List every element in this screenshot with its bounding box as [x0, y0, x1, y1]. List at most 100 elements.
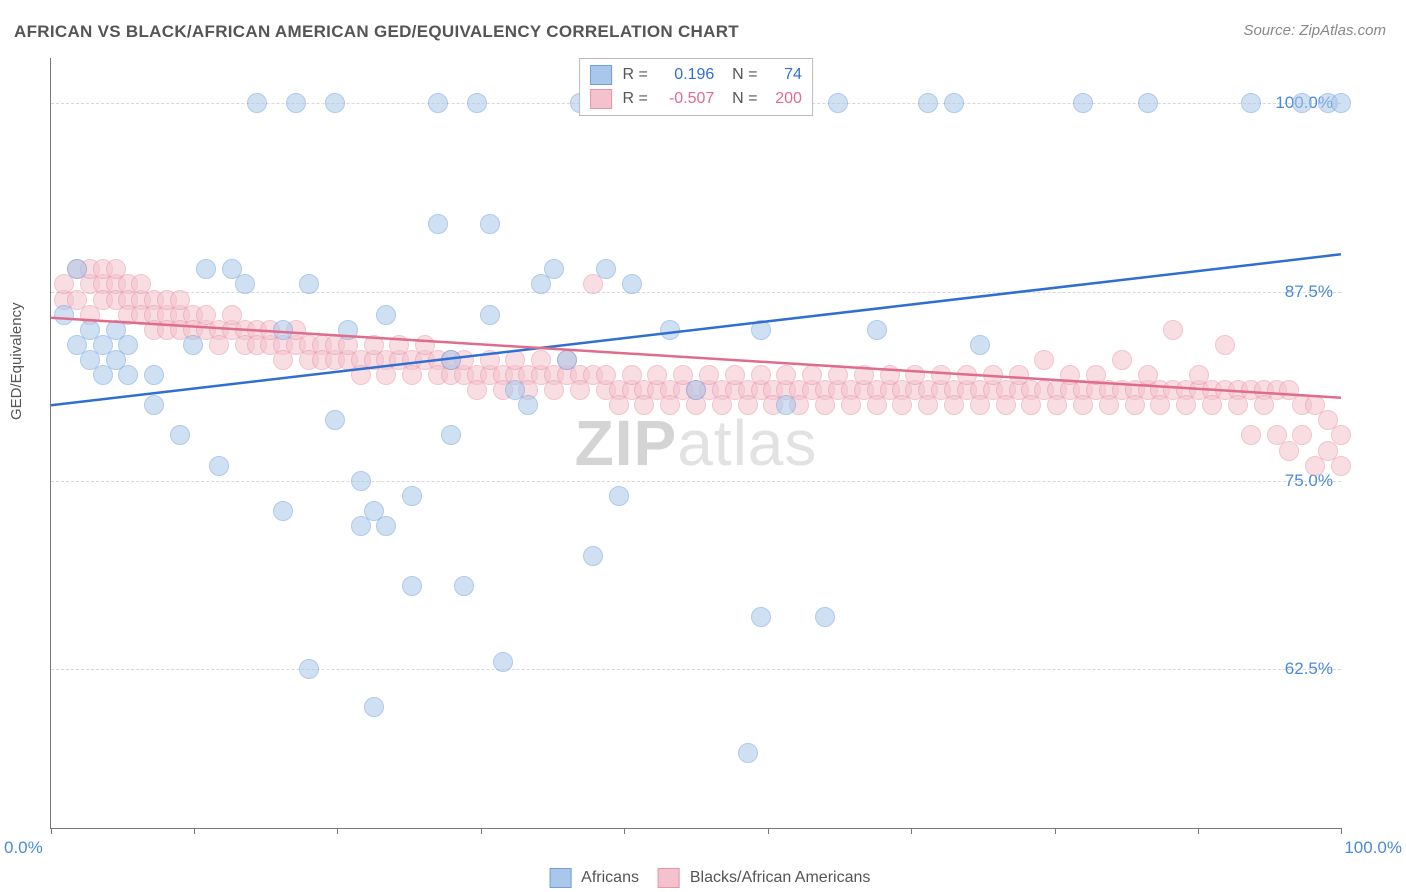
x-tick-mark [1198, 828, 1199, 834]
scatter-point-blacks [1034, 350, 1054, 370]
scatter-point-africans [273, 501, 293, 521]
scatter-point-africans [376, 305, 396, 325]
scatter-point-africans [518, 395, 538, 415]
swatch-blacks [590, 89, 612, 109]
scatter-point-africans [235, 274, 255, 294]
scatter-point-africans [1138, 93, 1158, 113]
scatter-point-africans [970, 335, 990, 355]
scatter-point-africans [751, 607, 771, 627]
n-value-blacks: 200 [762, 87, 802, 111]
scatter-point-africans [815, 607, 835, 627]
scatter-point-africans [441, 425, 461, 445]
scatter-point-blacks [1331, 456, 1351, 476]
scatter-point-africans [286, 93, 306, 113]
scatter-point-africans [273, 320, 293, 340]
scatter-point-africans [209, 456, 229, 476]
x-tick-end: 100.0% [1344, 838, 1402, 858]
scatter-point-africans [338, 320, 358, 340]
swatch-africans [590, 65, 612, 85]
chart-source: Source: ZipAtlas.com [1243, 22, 1386, 39]
scatter-point-africans [480, 214, 500, 234]
scatter-point-africans [441, 350, 461, 370]
scatter-point-blacks [1163, 320, 1183, 340]
scatter-point-africans [299, 274, 319, 294]
y-axis-label: GED/Equivalency [8, 302, 25, 420]
scatter-point-blacks [1241, 425, 1261, 445]
n-value-africans: 74 [762, 63, 802, 87]
scatter-point-africans [144, 395, 164, 415]
n-label: N = [732, 63, 757, 87]
scatter-point-africans [454, 576, 474, 596]
scatter-point-africans [480, 305, 500, 325]
chart-title: AFRICAN VS BLACK/AFRICAN AMERICAN GED/EQ… [14, 22, 739, 42]
scatter-point-africans [751, 320, 771, 340]
scatter-point-africans [196, 259, 216, 279]
x-tick-mark [194, 828, 195, 834]
scatter-point-africans [247, 93, 267, 113]
scatter-point-africans [325, 93, 345, 113]
plot-area: ZIPatlas R = 0.196 N = 74 R = -0.507 N =… [50, 58, 1341, 829]
x-tick-mark [624, 828, 625, 834]
scatter-point-africans [622, 274, 642, 294]
scatter-point-africans [467, 93, 487, 113]
scatter-point-africans [376, 516, 396, 536]
scatter-point-africans [351, 471, 371, 491]
scatter-point-africans [544, 259, 564, 279]
scatter-point-africans [144, 365, 164, 385]
swatch-blacks [657, 868, 679, 888]
gridline [51, 481, 1341, 482]
x-tick-mark [481, 828, 482, 834]
scatter-point-blacks [1331, 425, 1351, 445]
scatter-point-africans [67, 259, 87, 279]
scatter-point-africans [776, 395, 796, 415]
scatter-point-africans [1292, 93, 1312, 113]
n-label: N = [732, 87, 757, 111]
trend-lines-layer [51, 58, 1341, 828]
legend-row-africans: R = 0.196 N = 74 [590, 63, 802, 87]
scatter-point-africans [918, 93, 938, 113]
x-tick-mark [1055, 828, 1056, 834]
gridline [51, 669, 1341, 670]
r-value-africans: 0.196 [652, 63, 714, 87]
scatter-point-blacks [1292, 425, 1312, 445]
scatter-point-africans [1241, 93, 1261, 113]
scatter-point-africans [493, 652, 513, 672]
x-tick-start: 0.0% [4, 838, 43, 858]
chart-container: AFRICAN VS BLACK/AFRICAN AMERICAN GED/EQ… [0, 0, 1406, 892]
scatter-point-africans [686, 380, 706, 400]
scatter-point-africans [118, 365, 138, 385]
scatter-point-africans [660, 320, 680, 340]
legend-series: Africans Blacks/African Americans [536, 868, 871, 888]
x-tick-mark [337, 828, 338, 834]
scatter-point-africans [402, 486, 422, 506]
scatter-point-africans [1331, 93, 1351, 113]
y-tick-label: 62.5% [1285, 659, 1333, 679]
scatter-point-africans [299, 659, 319, 679]
scatter-point-africans [428, 214, 448, 234]
scatter-point-africans [738, 743, 758, 763]
scatter-point-africans [54, 305, 74, 325]
x-tick-mark [768, 828, 769, 834]
scatter-point-africans [183, 335, 203, 355]
scatter-point-africans [867, 320, 887, 340]
scatter-point-africans [118, 335, 138, 355]
scatter-point-africans [609, 486, 629, 506]
scatter-point-africans [583, 546, 603, 566]
r-label: R = [623, 87, 648, 111]
legend-row-blacks: R = -0.507 N = 200 [590, 87, 802, 111]
x-tick-mark [51, 828, 52, 834]
y-tick-label: 87.5% [1285, 282, 1333, 302]
x-tick-mark [1341, 828, 1342, 834]
scatter-point-africans [596, 259, 616, 279]
legend-label-africans: Africans [581, 869, 639, 886]
watermark: ZIPatlas [575, 406, 818, 480]
scatter-point-africans [428, 93, 448, 113]
legend-correlation: R = 0.196 N = 74 R = -0.507 N = 200 [579, 58, 813, 116]
scatter-point-blacks [1112, 350, 1132, 370]
r-value-blacks: -0.507 [652, 87, 714, 111]
scatter-point-africans [1073, 93, 1093, 113]
scatter-point-blacks [1215, 335, 1235, 355]
scatter-point-africans [557, 350, 577, 370]
swatch-africans [550, 868, 572, 888]
scatter-point-africans [170, 425, 190, 445]
